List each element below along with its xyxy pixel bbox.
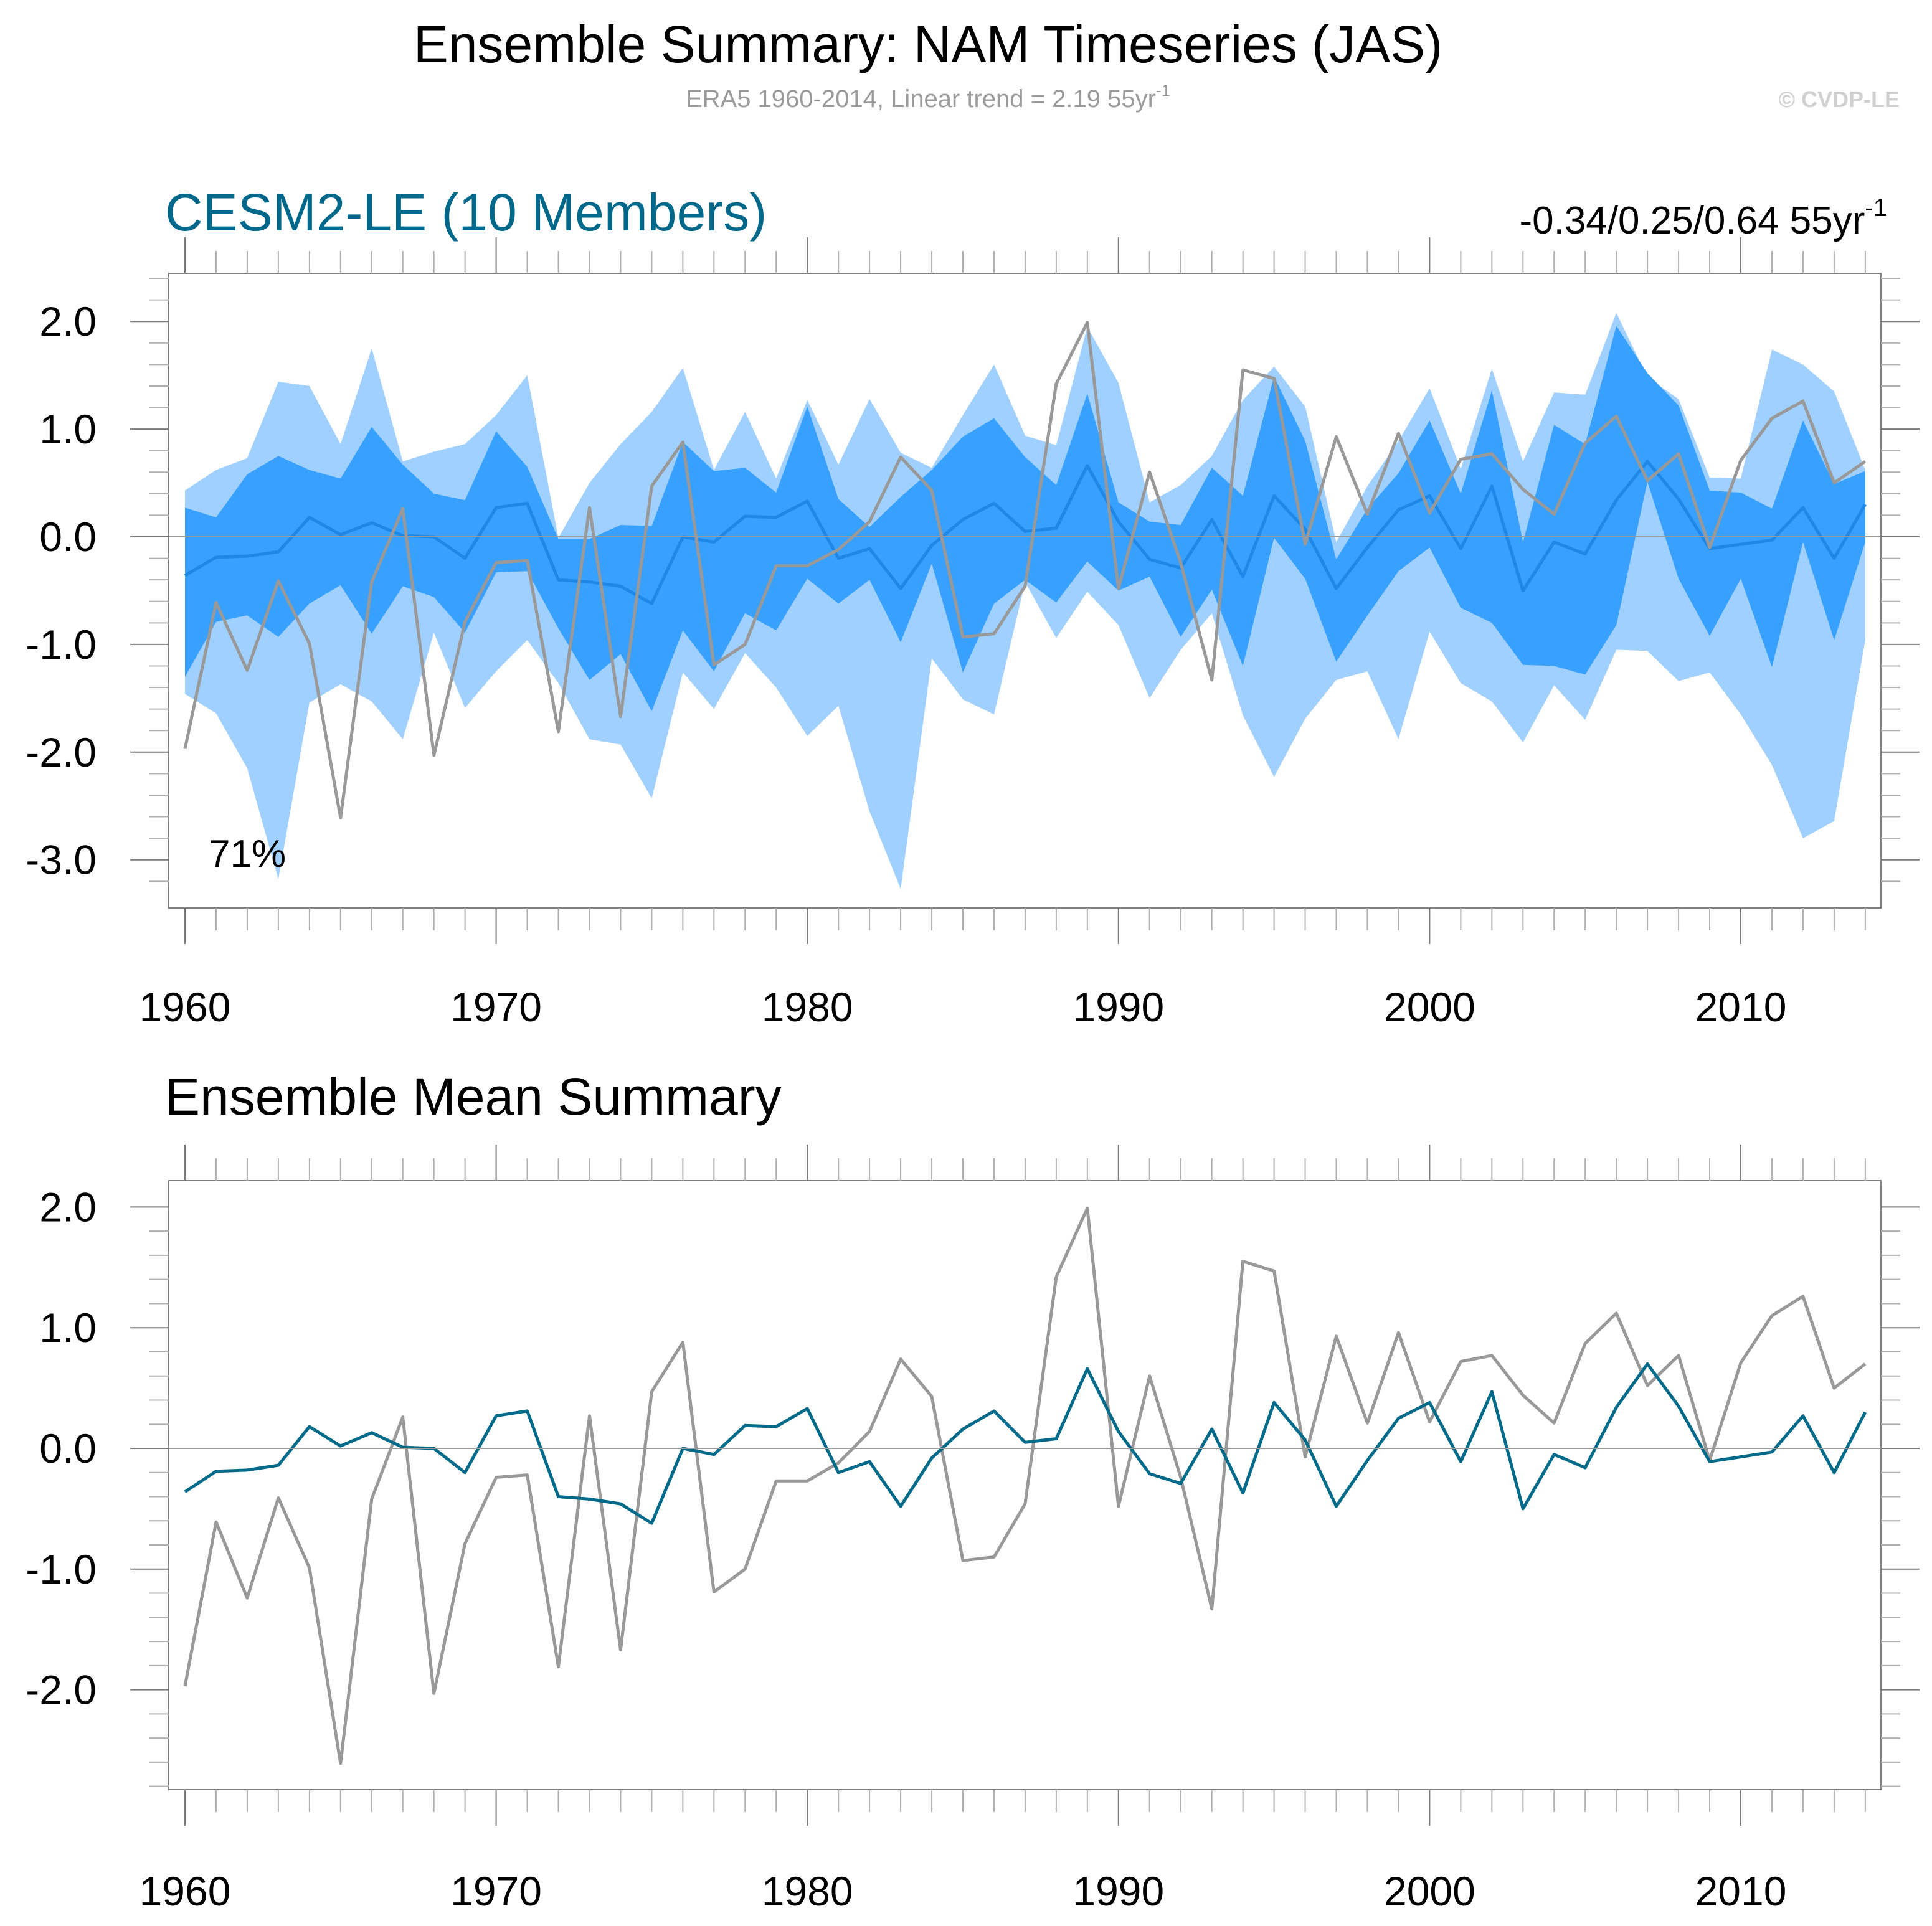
top-axes: 2.0 1.0 0.0 -1.0 -2.0 -3.0 1960 1970 1980 1990 200… xyxy=(26,237,1920,1030)
top-x-tick-label: 1990 xyxy=(1073,984,1164,1030)
subtitle-superscript: -1 xyxy=(1156,81,1170,100)
top-y-tick-label: -2.0 xyxy=(26,729,97,775)
ensemble-bands xyxy=(185,313,1865,889)
bottom-x-tick-label: 2010 xyxy=(1695,1868,1787,1914)
top-x-tick-label: 1960 xyxy=(140,984,231,1030)
bottom-y-tick-label: 2.0 xyxy=(39,1184,97,1230)
top-x-tick-label: 1980 xyxy=(762,984,853,1030)
bottom-x-tick-label: 1990 xyxy=(1073,1868,1164,1914)
top-y-tick-label: 1.0 xyxy=(39,406,97,452)
bottom-lines xyxy=(183,1206,1867,1765)
panel-title-model: CESM2-LE (10 Members) xyxy=(165,183,767,242)
bottom-y-tick-label: 0.0 xyxy=(39,1425,97,1471)
top-y-tick-label: 0.0 xyxy=(39,514,97,560)
bottom-y-tick-label: 1.0 xyxy=(39,1305,97,1351)
ensemble-range-band xyxy=(185,313,1865,889)
figure-subtitle: ERA5 1960-2014, Linear trend = 2.19 55yr… xyxy=(686,81,1170,113)
bottom-x-tick-label: 2000 xyxy=(1384,1868,1475,1914)
top-y-tick-label: -1.0 xyxy=(26,621,97,668)
top-y-tick-label: 2.0 xyxy=(39,298,97,344)
trend-range-label: -0.34/0.25/0.64 55yr-1 xyxy=(1519,194,1887,242)
figure-title: Ensemble Summary: NAM Timeseries (JAS) xyxy=(414,15,1442,73)
bottom-axes: 2.0 1.0 0.0 -1.0 -2.0 1960 1970 1980 1990 2000 201… xyxy=(26,1145,1920,1914)
top-x-tick-label: 1970 xyxy=(450,984,542,1030)
bottom-y-tick-label: -1.0 xyxy=(26,1546,97,1592)
bottom-x-tick-label: 1960 xyxy=(140,1868,231,1914)
era5-line-bottom xyxy=(183,1206,1867,1765)
ensemble-summary-panel: CESM2-LE (10 Members) -0.34/0.25/0.64 55… xyxy=(26,183,1920,1030)
panel-title-ensemble-mean: Ensemble Mean Summary xyxy=(165,1067,782,1126)
top-x-tick-label: 2010 xyxy=(1695,984,1787,1030)
top-lines xyxy=(183,321,1867,819)
top-y-tick-label: -3.0 xyxy=(26,837,97,883)
bottom-x-tick-label: 1980 xyxy=(762,1868,853,1914)
bottom-y-tick-label: -2.0 xyxy=(26,1667,97,1713)
copyright-label: © CVDP-LE xyxy=(1778,87,1900,112)
trend-range-text: -0.34/0.25/0.64 55yr xyxy=(1519,199,1865,242)
subtitle-text: ERA5 1960-2014, Linear trend = 2.19 55yr xyxy=(686,85,1156,113)
top-x-tick-label: 2000 xyxy=(1384,984,1475,1030)
percentile-annotation: 71% xyxy=(209,833,286,876)
ensemble-mean-panel: Ensemble Mean Summary 2.0 1.0 0.0 -1.0 -2.0 1… xyxy=(26,1067,1920,1914)
bottom-x-tick-label: 1970 xyxy=(450,1868,542,1914)
bottom-plot-frame xyxy=(168,1180,1882,1790)
trend-range-superscript: -1 xyxy=(1865,194,1887,222)
